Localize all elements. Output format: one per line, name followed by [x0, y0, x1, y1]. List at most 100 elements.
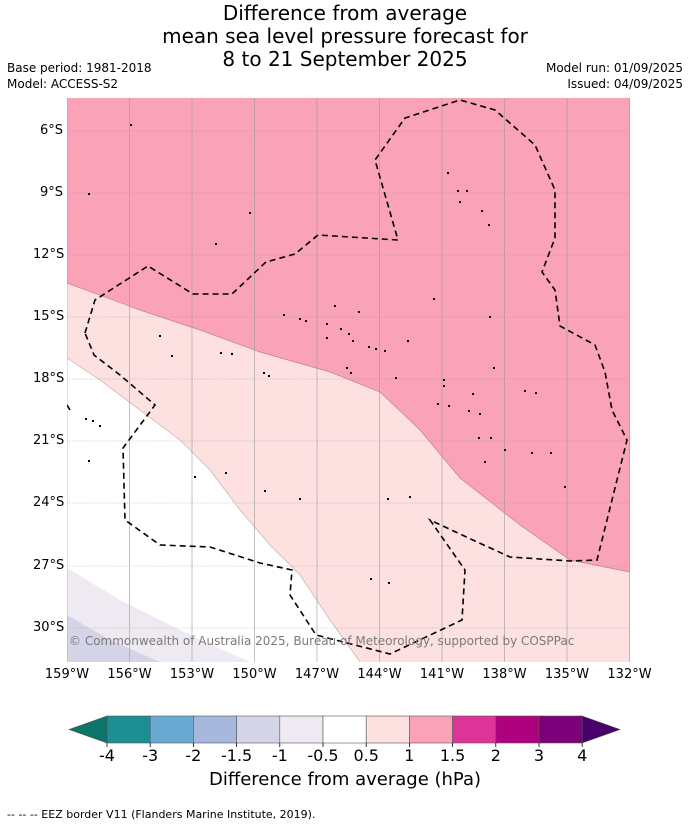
map-panel — [67, 98, 630, 662]
colorbar-tick-label: -1.5 — [220, 746, 253, 765]
colorbar-tick-label: -4 — [99, 746, 115, 765]
colorbar-segment — [279, 715, 324, 744]
lon-gridlines — [67, 98, 630, 662]
colorbar — [68, 715, 621, 747]
island-mark — [443, 379, 445, 381]
chart-title: Difference from average mean sea level p… — [0, 2, 690, 71]
lon-label: 138°W — [482, 667, 527, 682]
eez-footnote: -- -- -- EEZ border V11 (Flanders Marine… — [7, 808, 316, 821]
island-mark — [448, 405, 450, 407]
lat-label: 6°S — [39, 123, 63, 138]
island-mark — [346, 367, 348, 369]
title-line-1: Difference from average — [222, 1, 468, 25]
island-mark — [88, 193, 90, 195]
island-mark — [283, 314, 285, 316]
island-mark — [433, 298, 435, 300]
colorbar-segment — [409, 715, 453, 744]
lon-label: 159°W — [44, 667, 90, 682]
islands — [85, 124, 566, 584]
island-mark — [220, 352, 222, 354]
island-mark — [437, 403, 439, 405]
island-mark — [334, 305, 336, 307]
title-line-2: mean sea level pressure forecast for — [162, 24, 528, 48]
island-mark — [358, 311, 360, 313]
colorbar-tick-label: -1 — [271, 746, 288, 765]
island-mark — [395, 377, 397, 379]
island-mark — [350, 372, 352, 374]
lat-label: 30°S — [33, 620, 65, 635]
island-mark — [92, 420, 94, 422]
meta-right: Model run: 01/09/2025 Issued: 04/09/2025 — [546, 60, 683, 92]
anomaly-fill-neg-1-to-neg-0-5 — [67, 568, 250, 662]
island-mark — [384, 350, 386, 352]
island-mark — [481, 210, 483, 212]
colorbar-title: Difference from average (hPa) — [208, 769, 482, 790]
colorbar-segment — [236, 715, 281, 744]
eez-border-west — [67, 404, 71, 411]
colorbar-over-arrow — [581, 715, 621, 744]
island-mark — [564, 486, 566, 488]
colorbar-segment — [452, 715, 497, 744]
island-mark — [531, 452, 533, 454]
island-mark — [194, 476, 196, 478]
island-mark — [472, 393, 474, 395]
colorbar-tick-label: 2 — [490, 746, 501, 765]
island-mark — [375, 348, 377, 350]
title-line-3: 8 to 21 September 2025 — [222, 47, 468, 71]
lat-label: 21°S — [33, 433, 65, 448]
island-mark — [490, 437, 492, 439]
base-period: Base period: 1981-2018 — [7, 61, 152, 75]
island-mark — [225, 472, 227, 474]
island-mark — [370, 578, 372, 580]
island-mark — [387, 498, 389, 500]
colorbar-tick-label: -0.5 — [307, 746, 339, 765]
island-mark — [478, 437, 480, 439]
model-name: Model: ACCESS-S2 — [7, 77, 119, 91]
island-mark — [340, 328, 342, 330]
island-mark — [524, 390, 526, 392]
island-mark — [443, 385, 445, 387]
island-mark — [215, 243, 217, 245]
island-mark — [409, 496, 411, 498]
island-mark — [99, 425, 101, 427]
lon-label: 156°W — [107, 667, 152, 682]
island-mark — [468, 410, 470, 412]
lat-label: 12°S — [33, 247, 65, 262]
eez-border — [84, 99, 628, 655]
island-mark — [88, 460, 90, 462]
island-mark — [493, 367, 495, 369]
contour-line-1 — [67, 282, 630, 573]
island-mark — [489, 316, 491, 318]
lat-label: 27°S — [33, 558, 65, 573]
lon-label: 153°W — [169, 667, 215, 682]
lon-label: 132°W — [607, 667, 652, 682]
island-mark — [231, 353, 233, 355]
meta-left: Base period: 1981-2018 Model: ACCESS-S2 — [7, 60, 152, 92]
colorbar-tick-label: 3 — [533, 746, 545, 765]
island-mark — [352, 340, 354, 342]
island-mark — [479, 413, 481, 415]
island-mark — [264, 490, 266, 492]
island-mark — [326, 323, 328, 325]
colorbar-segment — [495, 715, 540, 744]
colorbar-segment — [322, 715, 367, 744]
lat-label: 9°S — [39, 185, 63, 200]
island-mark — [550, 452, 552, 454]
island-mark — [348, 333, 350, 335]
lon-label: 144°W — [357, 667, 402, 682]
island-mark — [407, 340, 409, 342]
island-mark — [466, 190, 468, 192]
island-mark — [130, 124, 132, 126]
anomaly-fill-0-5-to-1 — [67, 283, 630, 662]
lon-label: 141°W — [419, 667, 465, 682]
model-run: Model run: 01/09/2025 — [545, 61, 683, 75]
colorbar-tick-label: -3 — [142, 746, 159, 765]
colorbar-tick-label: -2 — [185, 746, 202, 765]
anomaly-fill-neg-1-5-to-neg-1 — [67, 615, 160, 662]
colorbar-tick-label: 1.5 — [439, 746, 466, 765]
island-mark — [504, 449, 506, 451]
island-mark — [249, 212, 251, 214]
island-mark — [447, 172, 449, 174]
island-mark — [368, 346, 370, 348]
